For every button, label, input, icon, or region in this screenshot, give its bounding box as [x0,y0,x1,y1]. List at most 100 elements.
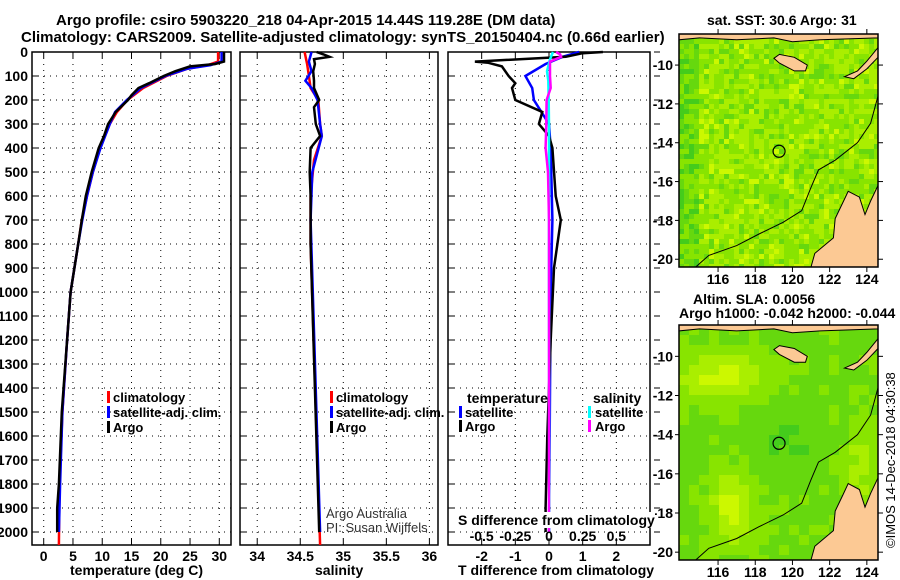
map-cell [854,104,859,109]
x-tick-label: 5 [69,548,77,564]
map-cell [819,169,824,174]
map-cell [849,395,859,405]
map-cell [704,59,709,64]
map-cell [794,204,799,209]
map-cell [859,485,869,495]
map-cell [839,144,844,149]
map-cell [729,395,739,405]
map-cell [704,249,709,254]
map-cell [749,79,754,84]
map-cell [834,124,839,129]
map-cell [839,69,844,74]
map-cell [719,159,724,164]
map-cell [814,109,819,114]
map-cell [699,84,704,89]
map-cell [714,239,719,244]
map-cell [729,44,734,49]
map-cell [844,144,849,149]
map-cell [744,54,749,59]
map-cell [834,109,839,114]
map-cell [809,164,814,169]
map-cell [714,169,719,174]
map-cell [859,94,864,99]
map-cell [729,119,734,124]
map-cell [689,224,694,229]
map-cell [874,169,878,174]
map-cell [769,194,774,199]
map-cell [734,194,739,199]
map-cell [684,209,689,214]
map-cell [829,129,834,134]
map-cell [789,495,799,505]
map-cell [774,174,779,179]
map-cell [709,224,714,229]
map-cell [774,219,779,224]
map-cell [724,164,729,169]
map-cell [749,159,754,164]
map-cell [689,214,694,219]
map-cell [769,64,774,69]
map-cell [759,495,769,505]
map-cell [739,184,744,189]
map-cell [689,229,694,234]
map-cell [834,179,839,184]
map-cell [864,184,869,189]
map-cell [779,219,784,224]
depth-tick-label: 0 [20,44,28,60]
map-cell [844,84,849,89]
map-cell [784,254,789,259]
map-cell [689,254,694,259]
map-cell [679,209,684,214]
difference-panel: -2 -1 0 1 2-0.5 -0.25 0 0.25 0.5satelliteArgosat… [447,50,660,564]
map-cell [799,109,804,114]
map-cell [869,179,874,184]
map-cell [829,119,834,124]
map-cell [689,535,699,545]
map-cell [769,525,779,535]
map-cell [814,179,819,184]
map-cell [799,179,804,184]
map-cell [749,375,759,385]
map-cell [739,234,744,239]
map-cell [829,159,834,164]
map-cell [734,89,739,94]
map-cell [759,505,769,515]
map-cell [704,94,709,99]
map-cell [784,124,789,129]
map-cell [724,149,729,154]
map-cell [809,219,814,224]
map-cell [859,39,864,44]
map-cell [679,234,684,239]
map-cell [849,149,854,154]
legend-swatch [459,406,462,418]
map-cell [789,79,794,84]
map-cell [869,465,878,475]
map-cell [864,159,869,164]
map-cell [764,169,769,174]
map-cell [679,104,684,109]
map-cell [709,54,714,59]
map-cell [804,69,809,74]
map-cell [759,545,769,555]
map-cell [709,264,714,267]
map-cell [824,174,829,179]
map-cell [799,44,804,49]
map-cell [709,69,714,74]
map-cell [744,249,749,254]
map-cell [714,44,719,49]
map-cell [829,179,834,184]
map-cell [874,139,878,144]
map-cell [839,199,844,204]
map-cell [724,189,729,194]
map-cell [819,94,824,99]
map-cell [809,229,814,234]
map-cell [729,465,739,475]
map-cell [779,465,789,475]
s-tick-label: 0 [545,528,553,544]
map-cell [824,104,829,109]
map-cell [759,139,764,144]
map-cell [684,164,689,169]
map-cell [709,84,714,89]
map-cell [854,154,859,159]
map-cell [699,189,704,194]
